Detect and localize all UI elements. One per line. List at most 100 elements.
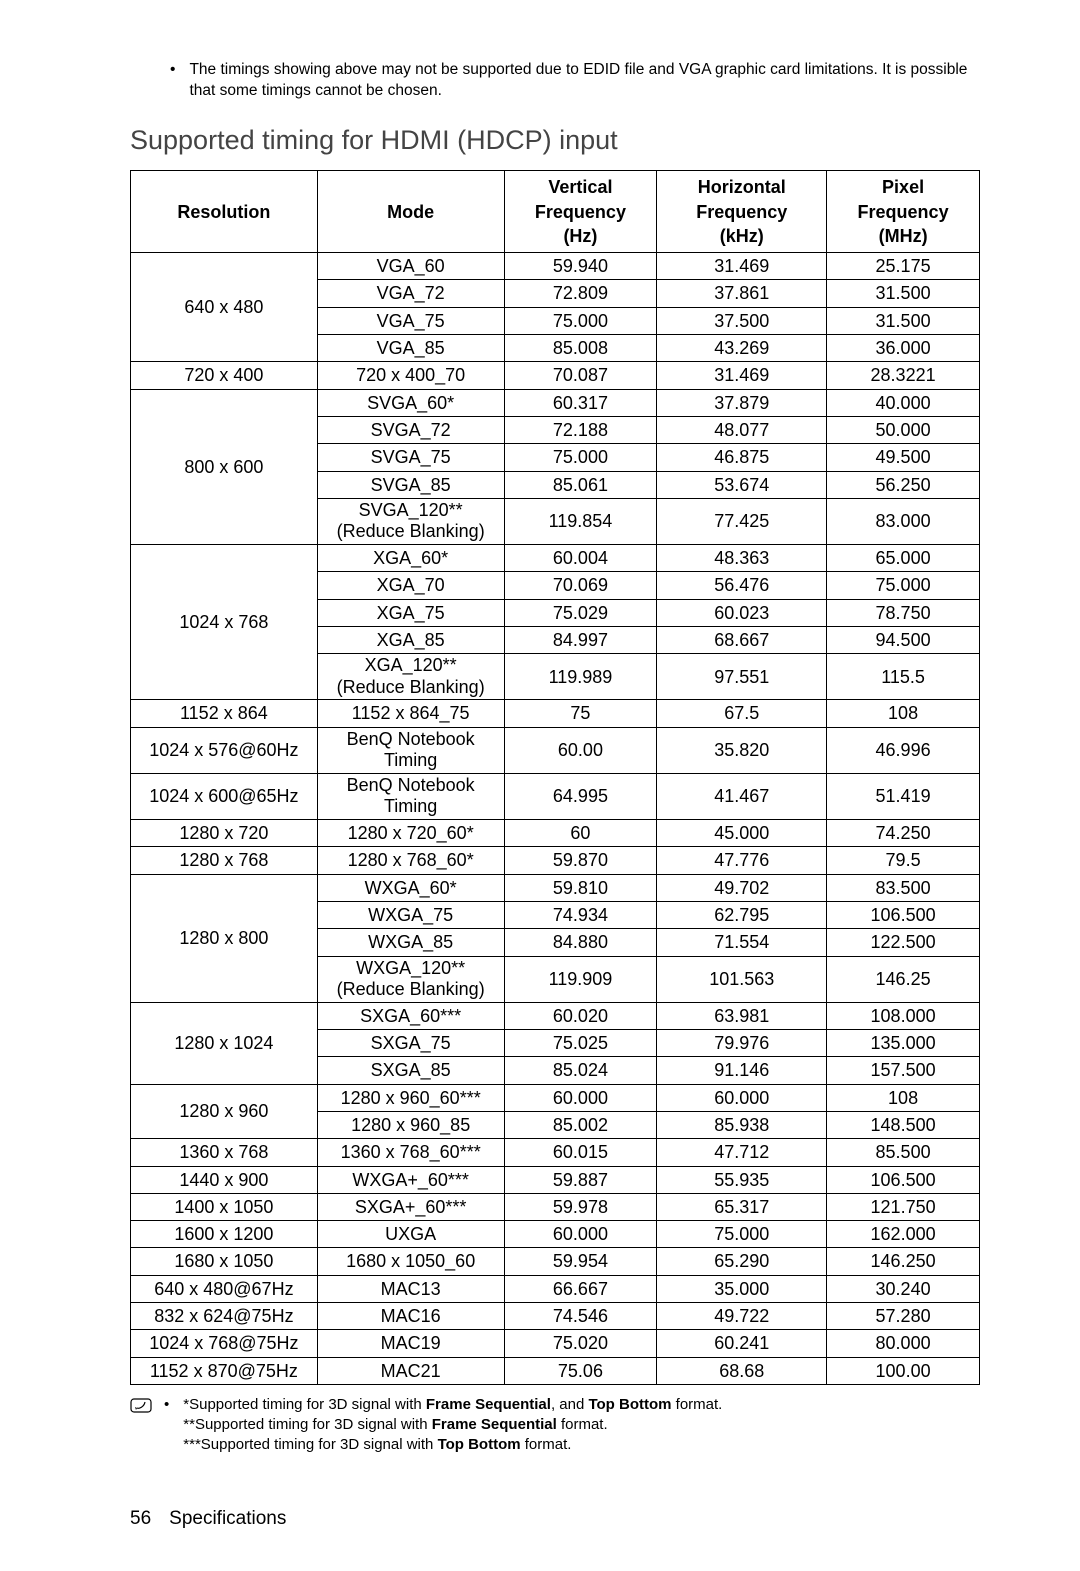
table-row: 1440 x 900WXGA+_60***59.88755.935106.500 bbox=[131, 1166, 980, 1193]
cell-value: 59.940 bbox=[504, 253, 657, 280]
cell-value: 122.500 bbox=[827, 929, 980, 956]
cell-resolution: 720 x 400 bbox=[131, 362, 318, 389]
cell-resolution: 1600 x 1200 bbox=[131, 1221, 318, 1248]
cell-value: 119.909 bbox=[504, 956, 657, 1002]
cell-value: 31.500 bbox=[827, 280, 980, 307]
cell-value: 79.5 bbox=[827, 847, 980, 874]
cell-mode: VGA_75 bbox=[317, 307, 504, 334]
cell-value: 85.500 bbox=[827, 1139, 980, 1166]
col-pfreq: Pixel Frequency (MHz) bbox=[827, 171, 980, 253]
cell-value: 60.020 bbox=[504, 1002, 657, 1029]
cell-value: 37.500 bbox=[657, 307, 827, 334]
cell-value: 78.750 bbox=[827, 599, 980, 626]
cell-mode: VGA_72 bbox=[317, 280, 504, 307]
cell-value: 60.00 bbox=[504, 727, 657, 773]
cell-mode: WXGA_60* bbox=[317, 874, 504, 901]
cell-mode: WXGA_85 bbox=[317, 929, 504, 956]
table-row: 1680 x 10501680 x 1050_6059.95465.290146… bbox=[131, 1248, 980, 1275]
cell-resolution: 1152 x 864 bbox=[131, 700, 318, 727]
cell-mode: 1280 x 960_60*** bbox=[317, 1084, 504, 1111]
cell-value: 75.029 bbox=[504, 599, 657, 626]
cell-value: 49.722 bbox=[657, 1303, 827, 1330]
cell-value: 162.000 bbox=[827, 1221, 980, 1248]
footer-section: Specifications bbox=[169, 1506, 286, 1532]
cell-value: 60.023 bbox=[657, 599, 827, 626]
cell-value: 75.020 bbox=[504, 1330, 657, 1357]
cell-value: 57.280 bbox=[827, 1303, 980, 1330]
cell-value: 41.467 bbox=[657, 773, 827, 819]
cell-value: 75.000 bbox=[657, 1221, 827, 1248]
cell-mode: 1680 x 1050_60 bbox=[317, 1248, 504, 1275]
cell-mode: MAC13 bbox=[317, 1275, 504, 1302]
cell-value: 135.000 bbox=[827, 1030, 980, 1057]
cell-value: 31.469 bbox=[657, 253, 827, 280]
cell-value: 59.978 bbox=[504, 1193, 657, 1220]
cell-value: 31.469 bbox=[657, 362, 827, 389]
col-hfreq: Horizontal Frequency (kHz) bbox=[657, 171, 827, 253]
cell-mode: XGA_85 bbox=[317, 626, 504, 653]
cell-value: 36.000 bbox=[827, 335, 980, 362]
cell-mode: WXGA+_60*** bbox=[317, 1166, 504, 1193]
cell-mode: SXGA_85 bbox=[317, 1057, 504, 1084]
cell-mode: 1280 x 720_60* bbox=[317, 820, 504, 847]
col-resolution: Resolution bbox=[131, 171, 318, 253]
page-number: 56 bbox=[130, 1506, 151, 1532]
cell-value: 84.880 bbox=[504, 929, 657, 956]
note-icon bbox=[130, 1396, 156, 1420]
cell-value: 68.667 bbox=[657, 626, 827, 653]
cell-value: 85.061 bbox=[504, 471, 657, 498]
cell-mode: SVGA_75 bbox=[317, 444, 504, 471]
cell-value: 84.997 bbox=[504, 626, 657, 653]
cell-mode: XGA_120**(Reduce Blanking) bbox=[317, 654, 504, 700]
bullet-icon: • bbox=[164, 1395, 169, 1415]
cell-resolution: 1152 x 870@75Hz bbox=[131, 1357, 318, 1384]
cell-value: 46.996 bbox=[827, 727, 980, 773]
cell-resolution: 1024 x 768 bbox=[131, 545, 318, 700]
cell-value: 55.935 bbox=[657, 1166, 827, 1193]
cell-mode: 1280 x 960_85 bbox=[317, 1111, 504, 1138]
cell-value: 85.024 bbox=[504, 1057, 657, 1084]
table-row: 1280 x 800WXGA_60*59.81049.70283.500 bbox=[131, 874, 980, 901]
cell-mode: SXGA+_60*** bbox=[317, 1193, 504, 1220]
cell-value: 49.500 bbox=[827, 444, 980, 471]
cell-mode: WXGA_75 bbox=[317, 901, 504, 928]
cell-value: 51.419 bbox=[827, 773, 980, 819]
cell-value: 85.008 bbox=[504, 335, 657, 362]
cell-value: 146.25 bbox=[827, 956, 980, 1002]
cell-value: 46.875 bbox=[657, 444, 827, 471]
cell-value: 35.820 bbox=[657, 727, 827, 773]
table-row: 800 x 600SVGA_60*60.31737.87940.000 bbox=[131, 389, 980, 416]
table-row: 1280 x 1024SXGA_60***60.02063.981108.000 bbox=[131, 1002, 980, 1029]
table-row: 1024 x 768XGA_60*60.00448.36365.000 bbox=[131, 545, 980, 572]
table-row: 1280 x 7201280 x 720_60*6045.00074.250 bbox=[131, 820, 980, 847]
cell-resolution: 1024 x 600@65Hz bbox=[131, 773, 318, 819]
cell-value: 68.68 bbox=[657, 1357, 827, 1384]
cell-resolution: 1280 x 720 bbox=[131, 820, 318, 847]
cell-value: 80.000 bbox=[827, 1330, 980, 1357]
cell-value: 75.000 bbox=[504, 444, 657, 471]
section-title: Supported timing for HDMI (HDCP) input bbox=[130, 122, 980, 158]
cell-value: 60.241 bbox=[657, 1330, 827, 1357]
table-header-row: Resolution Mode Vertical Frequency (Hz) … bbox=[131, 171, 980, 253]
cell-value: 64.995 bbox=[504, 773, 657, 819]
cell-mode: UXGA bbox=[317, 1221, 504, 1248]
cell-value: 47.712 bbox=[657, 1139, 827, 1166]
cell-resolution: 1024 x 576@60Hz bbox=[131, 727, 318, 773]
cell-mode: 1280 x 768_60* bbox=[317, 847, 504, 874]
cell-mode: XGA_70 bbox=[317, 572, 504, 599]
timing-table: Resolution Mode Vertical Frequency (Hz) … bbox=[130, 170, 980, 1385]
table-row: 1152 x 8641152 x 864_757567.5108 bbox=[131, 700, 980, 727]
cell-resolution: 1280 x 768 bbox=[131, 847, 318, 874]
cell-mode: BenQ NotebookTiming bbox=[317, 773, 504, 819]
cell-value: 65.290 bbox=[657, 1248, 827, 1275]
cell-value: 59.887 bbox=[504, 1166, 657, 1193]
cell-value: 97.551 bbox=[657, 654, 827, 700]
cell-resolution: 1024 x 768@75Hz bbox=[131, 1330, 318, 1357]
cell-value: 75.000 bbox=[504, 307, 657, 334]
cell-value: 48.363 bbox=[657, 545, 827, 572]
table-row: 640 x 480@67HzMAC1366.66735.00030.240 bbox=[131, 1275, 980, 1302]
cell-mode: WXGA_120**(Reduce Blanking) bbox=[317, 956, 504, 1002]
cell-value: 70.069 bbox=[504, 572, 657, 599]
cell-value: 45.000 bbox=[657, 820, 827, 847]
cell-value: 108.000 bbox=[827, 1002, 980, 1029]
